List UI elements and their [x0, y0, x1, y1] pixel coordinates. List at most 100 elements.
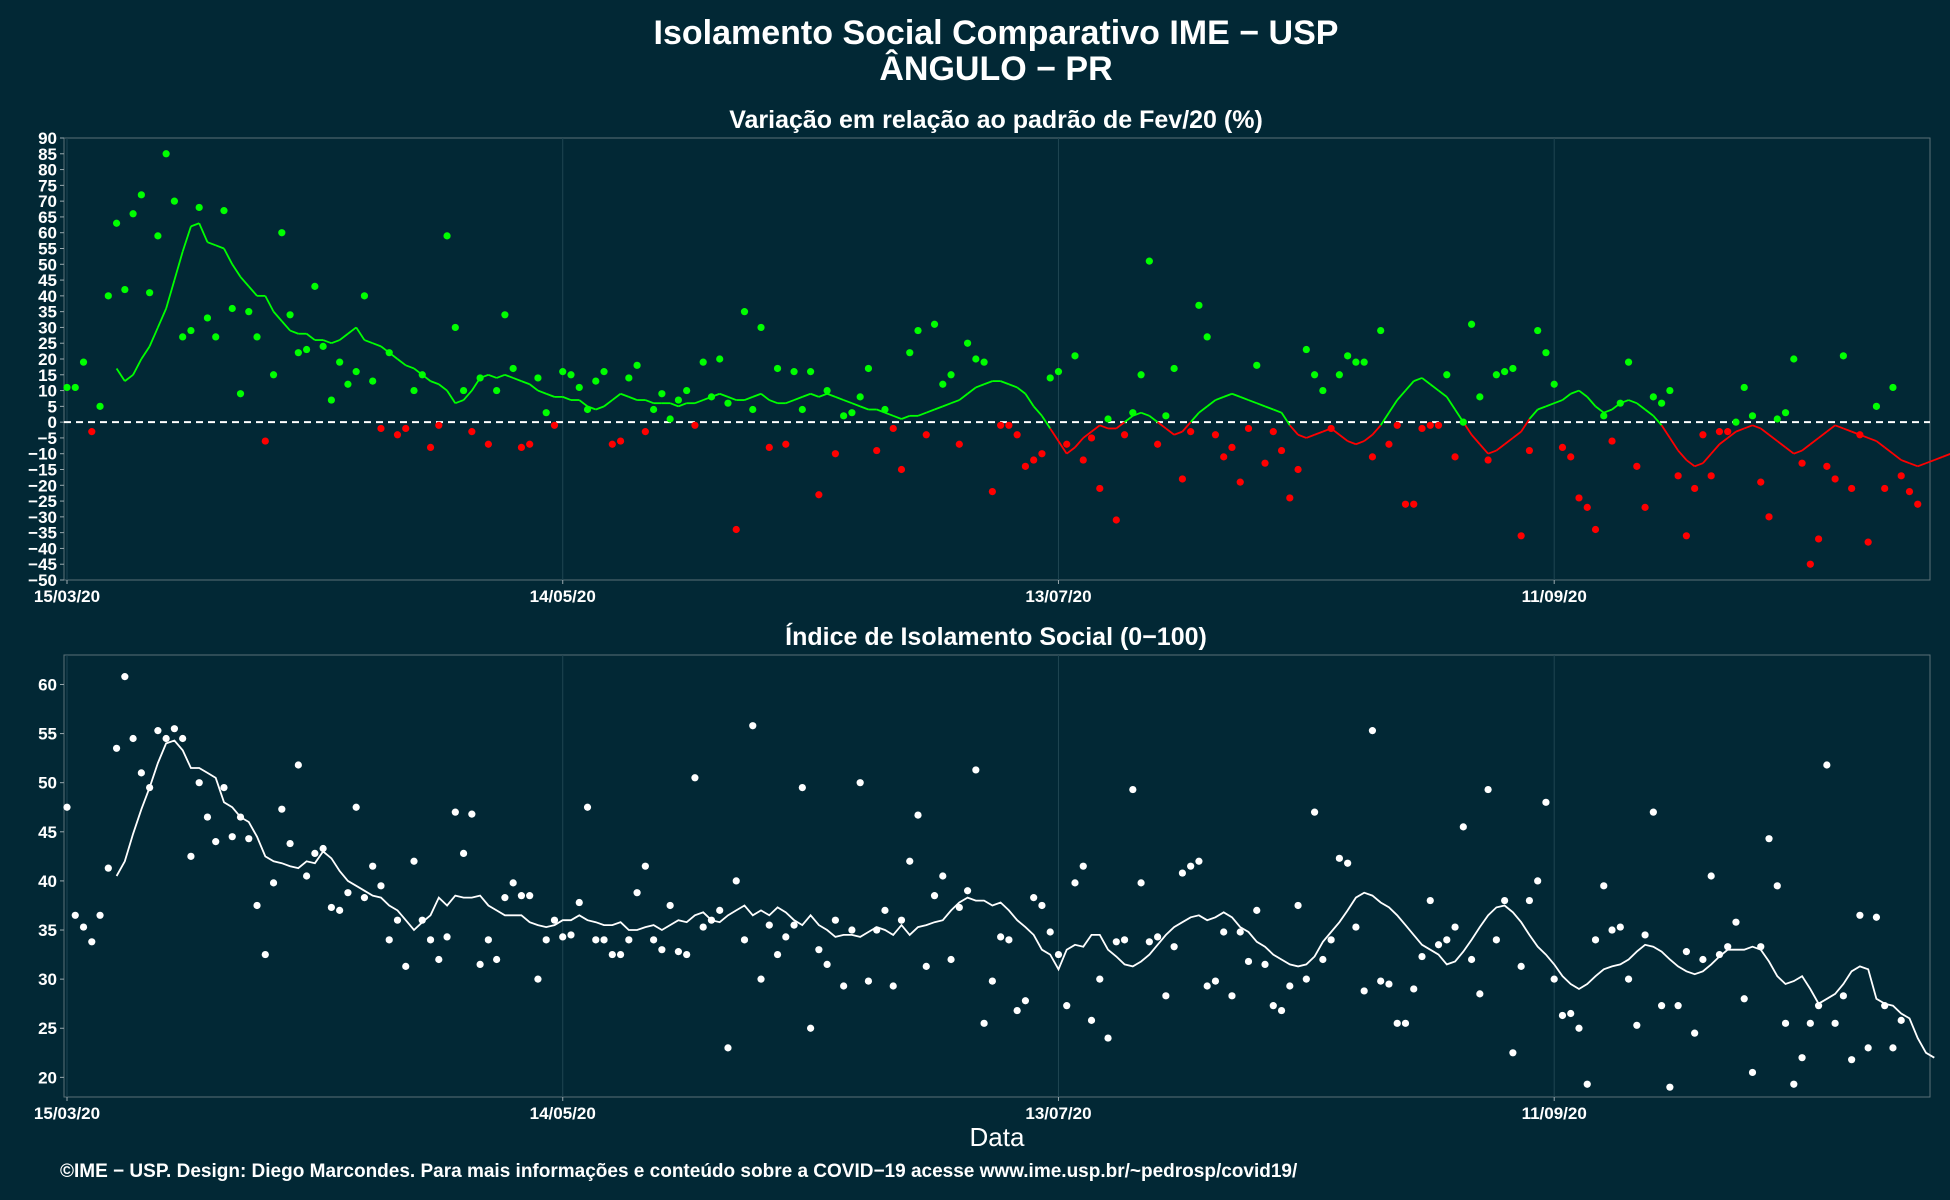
- data-point: [1377, 977, 1385, 985]
- moving-average-segment: [239, 276, 250, 287]
- moving-average-segment: [810, 392, 820, 398]
- moving-average-segment: [306, 333, 316, 341]
- moving-average-segment: [1173, 430, 1183, 436]
- moving-average-segment: [1727, 430, 1737, 439]
- y-tick-label: 10: [38, 382, 57, 401]
- data-point: [459, 849, 468, 858]
- data-point: [377, 882, 385, 890]
- data-point: [1790, 1080, 1798, 1088]
- data-point: [1492, 936, 1500, 944]
- data-point: [947, 955, 955, 964]
- data-point: [303, 345, 311, 354]
- moving-average-segment: [173, 251, 184, 281]
- moving-average-segment: [488, 373, 497, 379]
- data-point: [1525, 896, 1534, 905]
- data-point: [509, 364, 517, 373]
- data-point: [1120, 431, 1129, 439]
- moving-average-segment: [1404, 380, 1415, 392]
- y-tick-label: 0: [48, 413, 57, 432]
- moving-average-segment: [190, 222, 200, 228]
- data-point: [1277, 1006, 1286, 1015]
- moving-average-segment: [1784, 446, 1795, 455]
- data-point: [650, 936, 658, 944]
- data-point: [1410, 985, 1418, 993]
- data-point: [691, 421, 699, 429]
- moving-average-segment: [1768, 434, 1778, 442]
- data-point: [914, 811, 922, 819]
- data-point: [782, 933, 790, 941]
- moving-average-segment: [181, 226, 192, 252]
- data-point: [1046, 374, 1054, 382]
- y-tick-label: 25: [38, 334, 57, 353]
- moving-average-segment: [198, 222, 209, 243]
- data-point: [1228, 992, 1236, 1000]
- y-tick-label: 20: [38, 350, 57, 369]
- y-tick-label: −15: [28, 461, 57, 480]
- data-point: [1038, 901, 1046, 910]
- moving-average-segment: [496, 373, 506, 379]
- moving-average-segment: [1603, 408, 1613, 414]
- moving-average-segment: [628, 396, 638, 401]
- moving-average-segment: [1421, 377, 1431, 385]
- data-point: [1814, 1002, 1823, 1010]
- data-point: [1476, 393, 1484, 401]
- data-point: [203, 314, 212, 322]
- data-point: [1426, 421, 1434, 429]
- data-point: [1253, 906, 1261, 914]
- data-point: [1732, 418, 1740, 426]
- data-point: [1368, 453, 1377, 461]
- data-point: [674, 948, 683, 956]
- y-tick-label: −35: [28, 524, 57, 543]
- data-point: [550, 916, 559, 924]
- data-point: [1550, 380, 1558, 388]
- data-point: [1740, 383, 1748, 392]
- moving-average-segment: [1801, 443, 1811, 452]
- data-point: [840, 982, 848, 990]
- data-point: [278, 805, 286, 813]
- moving-average-segment: [1280, 412, 1291, 426]
- data-point: [1600, 882, 1608, 890]
- data-point: [261, 950, 269, 959]
- data-point: [683, 950, 691, 959]
- moving-average-segment: [983, 380, 993, 386]
- data-point: [1211, 977, 1220, 985]
- moving-average-segment: [1264, 405, 1274, 411]
- data-point: [856, 393, 864, 401]
- data-point: [1162, 412, 1170, 420]
- data-point: [1434, 421, 1443, 429]
- data-point: [385, 349, 393, 357]
- data-point: [1079, 862, 1087, 870]
- data-point: [410, 857, 418, 865]
- moving-average-segment: [1487, 449, 1497, 455]
- data-point: [1699, 431, 1707, 439]
- data-point: [889, 982, 897, 990]
- moving-average-segment: [1752, 424, 1762, 430]
- moving-average-segment: [958, 393, 969, 401]
- moving-average-segment: [1379, 412, 1390, 426]
- data-point: [1666, 1083, 1674, 1091]
- moving-average-segment: [1942, 453, 1950, 458]
- moving-average-segment: [744, 396, 754, 401]
- data-point: [666, 901, 674, 910]
- data-point: [443, 933, 451, 941]
- data-point: [1013, 1006, 1021, 1015]
- top-panel-title: Variação em relação ao padrão de Fev/20 …: [729, 106, 1263, 134]
- data-point: [1244, 957, 1253, 966]
- data-point: [435, 421, 443, 429]
- moving-average-segment: [347, 326, 357, 335]
- data-point: [468, 810, 476, 818]
- data-point: [154, 727, 162, 735]
- data-point: [798, 784, 806, 792]
- moving-average-segment: [1231, 392, 1241, 398]
- moving-average-segment: [1917, 462, 1927, 468]
- data-point: [104, 292, 112, 300]
- data-point: [104, 864, 112, 872]
- data-point: [972, 355, 980, 363]
- data-point: [1872, 402, 1881, 410]
- data-point: [129, 210, 137, 218]
- data-point: [187, 852, 195, 860]
- y-tick-label: 60: [38, 224, 57, 243]
- y-tick-label: 25: [38, 1019, 57, 1038]
- moving-average-segment: [537, 389, 547, 395]
